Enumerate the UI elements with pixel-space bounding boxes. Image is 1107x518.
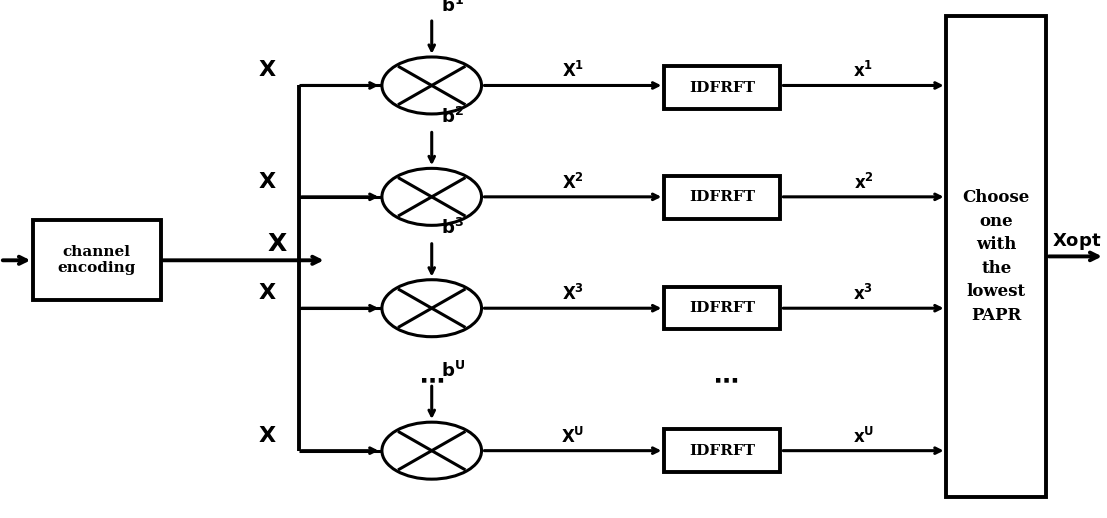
Text: $\mathbf{\cdots}$: $\mathbf{\cdots}$ [420, 369, 444, 393]
Text: $\mathbf{Xopt}$: $\mathbf{Xopt}$ [1052, 231, 1101, 252]
Text: $\mathbf{x}$$^{\mathbf{2}}$: $\mathbf{x}$$^{\mathbf{2}}$ [853, 172, 873, 193]
Text: $\mathbf{x}$$^{\mathbf{U}}$: $\mathbf{x}$$^{\mathbf{U}}$ [852, 426, 875, 447]
Bar [33, 220, 161, 300]
Bar [664, 287, 780, 329]
Text: $\mathbf{b}$$^{\mathbf{3}}$: $\mathbf{b}$$^{\mathbf{3}}$ [441, 218, 464, 238]
Text: $\mathbf{b}$$^{\mathbf{U}}$: $\mathbf{b}$$^{\mathbf{U}}$ [441, 361, 465, 381]
Ellipse shape [382, 57, 482, 114]
Text: $\mathbf{X}$$^{\mathbf{1}}$: $\mathbf{X}$$^{\mathbf{1}}$ [561, 61, 584, 81]
Bar [664, 429, 780, 472]
Text: IDFRFT: IDFRFT [690, 301, 755, 315]
Text: $\mathbf{X}$$^{\mathbf{2}}$: $\mathbf{X}$$^{\mathbf{2}}$ [562, 172, 583, 193]
Text: $\mathbf{X}$$^{\mathbf{3}}$: $\mathbf{X}$$^{\mathbf{3}}$ [562, 284, 583, 304]
Text: $\mathbf{\cdots}$: $\mathbf{\cdots}$ [713, 369, 737, 393]
Text: $\mathbf{x}$$^{\mathbf{3}}$: $\mathbf{x}$$^{\mathbf{3}}$ [853, 284, 873, 304]
Bar [946, 16, 1046, 497]
Text: $\mathbf{b}$$^{\mathbf{1}}$: $\mathbf{b}$$^{\mathbf{1}}$ [441, 0, 464, 16]
Text: $\mathbf{X}$: $\mathbf{X}$ [267, 232, 288, 256]
Text: $\mathbf{X}$$^{\mathbf{U}}$: $\mathbf{X}$$^{\mathbf{U}}$ [561, 426, 584, 447]
Ellipse shape [382, 280, 482, 337]
Bar [664, 176, 780, 219]
Ellipse shape [382, 168, 482, 225]
Text: $\mathbf{X}$: $\mathbf{X}$ [258, 425, 277, 447]
Text: channel
encoding: channel encoding [58, 245, 136, 276]
Text: $\mathbf{X}$: $\mathbf{X}$ [258, 282, 277, 304]
Text: $\mathbf{x}$$^{\mathbf{1}}$: $\mathbf{x}$$^{\mathbf{1}}$ [853, 61, 873, 81]
Text: $\mathbf{X}$: $\mathbf{X}$ [258, 60, 277, 81]
Text: $\mathbf{X}$: $\mathbf{X}$ [258, 171, 277, 193]
Text: Choose
one
with
the
lowest
PAPR: Choose one with the lowest PAPR [963, 189, 1030, 324]
Text: IDFRFT: IDFRFT [690, 443, 755, 458]
Bar [664, 66, 780, 109]
Text: IDFRFT: IDFRFT [690, 80, 755, 95]
Ellipse shape [382, 422, 482, 479]
Text: $\mathbf{b}$$^{\mathbf{2}}$: $\mathbf{b}$$^{\mathbf{2}}$ [441, 107, 464, 127]
Text: IDFRFT: IDFRFT [690, 190, 755, 205]
